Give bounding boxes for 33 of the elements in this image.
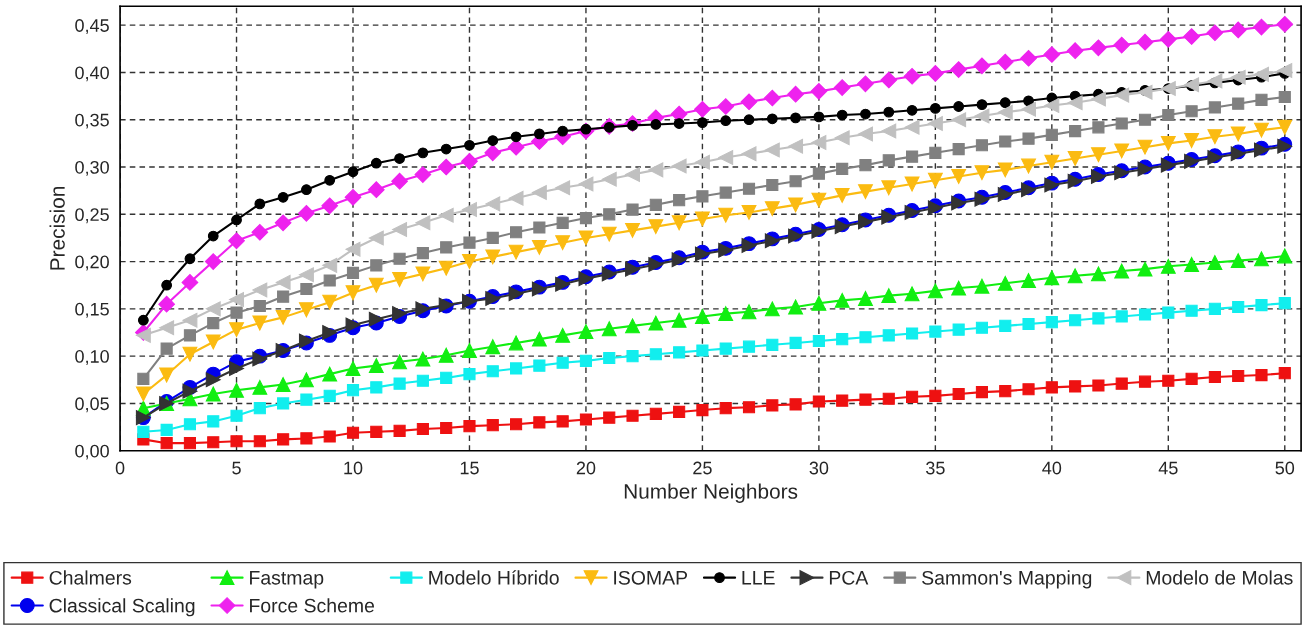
x-tick-label: 35 [926,461,945,475]
legend-label: Fastmap [250,571,324,589]
y-tick-label: 0,05 [75,397,109,413]
x-tick-label: 40 [1042,461,1062,475]
x-tick-label: 0 [115,461,125,475]
legend-label: Chalmers [49,570,132,585]
y-tick-label: 0,10 [75,350,109,366]
x-tick-label: 25 [693,461,712,475]
legend-label: Modelo de Molas [1146,570,1293,585]
x-tick-label: 50 [1275,461,1295,475]
x-tick-label: 20 [576,461,596,475]
legend-label: Classical Scaling [49,598,195,617]
y-tick-label: 0,40 [75,66,109,82]
y-tick-label: 0,35 [75,113,109,129]
legend-label: Sammon's Mapping [922,570,1092,589]
legend-label: Force Scheme [250,598,375,613]
y-tick-label: 0,30 [75,160,109,176]
x-axis-title: Number Neighbors [624,483,798,503]
y-tick-label: 0,20 [75,255,109,271]
x-tick-label: 5 [232,461,241,475]
x-tick-label: 45 [1158,461,1178,475]
legend-label: ISOMAP [614,570,688,585]
y-tick-label: 0,45 [75,19,109,35]
legend-label: LLE [742,571,775,585]
x-tick-label: 30 [809,461,829,475]
y-axis-title: Precision [49,187,65,270]
legend-label: Modelo Híbrido [429,570,559,585]
legend-label: PCA [829,570,869,585]
y-tick-label: 0,15 [75,302,109,318]
y-tick-label: 0,00 [75,444,109,460]
y-tick-label: 0,25 [75,208,109,224]
x-tick-label: 10 [344,461,363,475]
x-tick-label: 15 [460,461,479,475]
